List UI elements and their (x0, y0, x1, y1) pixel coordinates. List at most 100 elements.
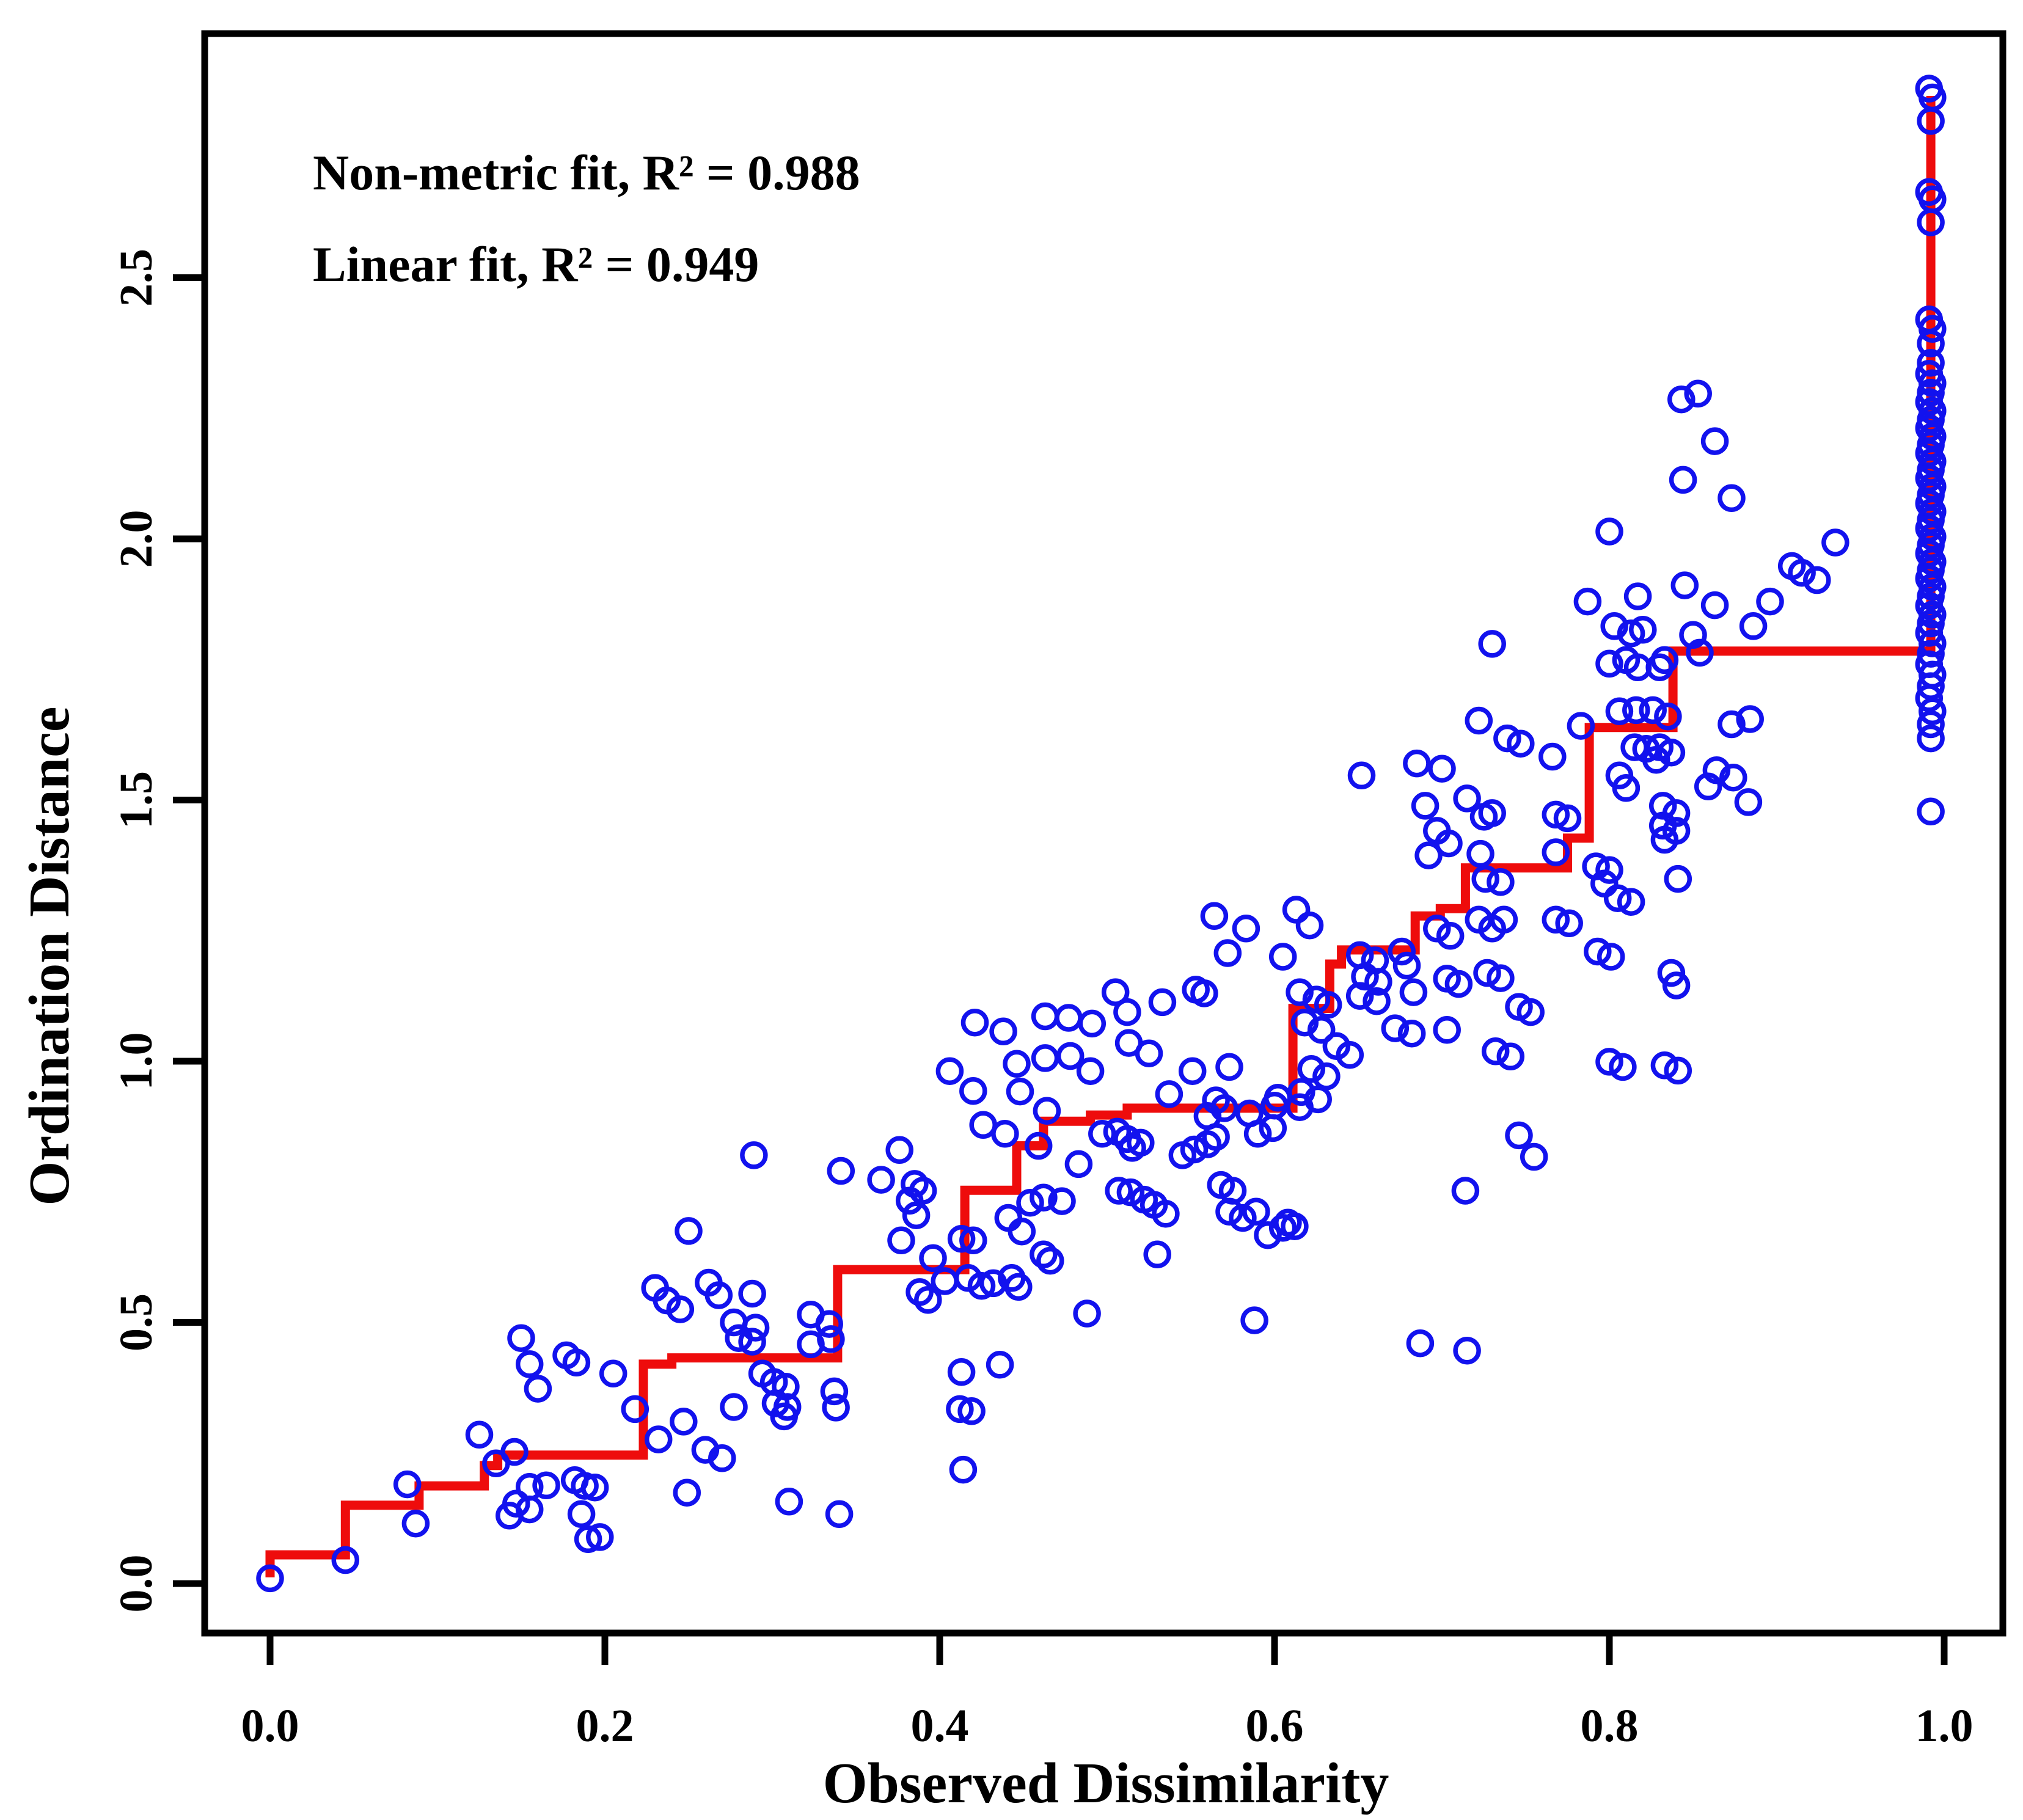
scatter-point (1287, 1078, 1315, 1106)
scatter-point (1650, 825, 1679, 854)
scatter-point (515, 1473, 544, 1501)
scatter-points (256, 75, 1947, 1593)
scatter-point (1662, 971, 1691, 1000)
scatter-point (1202, 1086, 1230, 1114)
scatter-point (1642, 745, 1670, 774)
scatter-point (562, 1348, 591, 1377)
scatter-point (1736, 705, 1764, 733)
scatter-point (1600, 612, 1628, 640)
scatter-point (331, 1546, 360, 1574)
scatter-point (1215, 1053, 1243, 1081)
scatter-point (914, 1285, 942, 1314)
scatter-point (1487, 964, 1515, 992)
scatter-point (1567, 712, 1595, 740)
scatter-point (1650, 1051, 1679, 1080)
scatter-point (1101, 978, 1130, 1006)
scatter-point (1629, 616, 1657, 644)
scatter-point (524, 1375, 552, 1403)
scatter-point (1684, 379, 1712, 408)
y-tick-label: 0.5 (111, 1293, 162, 1351)
scatter-point (1612, 774, 1641, 802)
scatter-point (567, 1500, 596, 1529)
scatter-point (1435, 829, 1463, 858)
scatter-point (1240, 1306, 1268, 1334)
x-tick-label: 0.4 (911, 1700, 969, 1752)
scatter-point (1116, 1178, 1145, 1207)
scatter-point (1505, 1121, 1533, 1150)
scatter-point (1036, 1246, 1064, 1275)
scatter-point (1917, 208, 1945, 236)
y-tick-label: 1.0 (111, 1032, 162, 1091)
scatter-point (401, 1509, 430, 1538)
scatter-point (1694, 772, 1722, 801)
scatter-point (1919, 315, 1947, 343)
scatter-point (1639, 696, 1667, 725)
scatter-point (1617, 888, 1645, 916)
scatter-point (720, 1308, 748, 1337)
x-tick-label: 0.6 (1246, 1700, 1304, 1752)
scatter-point (1679, 621, 1707, 649)
scatter-point (1609, 1053, 1637, 1081)
scatter-point (1654, 702, 1682, 731)
scatter-point (500, 1438, 529, 1466)
scatter-point (1542, 838, 1570, 866)
scatter-point (515, 1350, 544, 1378)
scatter-point (1538, 742, 1567, 771)
scatter-point (1617, 619, 1645, 648)
scatter-point (822, 1394, 850, 1422)
scatter-point (947, 1224, 976, 1253)
scatter-point (994, 1204, 1023, 1232)
scatter-point (991, 1120, 1019, 1148)
scatter-point (1304, 1085, 1332, 1114)
scatter-point (895, 1186, 924, 1215)
scatter-point (989, 1017, 1017, 1046)
scatter-point (1803, 566, 1831, 594)
scatter-point (1584, 937, 1612, 966)
scatter-point (1648, 792, 1677, 820)
scatter-point (770, 1402, 798, 1431)
scatter-point (1048, 1187, 1076, 1215)
scatter-point (1700, 591, 1729, 619)
scatter-point (1286, 978, 1314, 1006)
scatter-point (1148, 988, 1177, 1017)
scatter-point (1064, 1150, 1093, 1179)
scatter-point (905, 1278, 934, 1306)
scatter-point (885, 1136, 913, 1164)
scatter-point (1481, 1037, 1510, 1065)
scatter-point (1031, 1002, 1059, 1031)
scatter-point (1336, 1040, 1364, 1069)
scatter-point (1055, 1004, 1083, 1032)
scatter-point (1595, 1048, 1623, 1076)
y-axis-ticks (173, 274, 205, 1587)
scatter-point (1478, 799, 1506, 827)
scatter-point (1006, 1077, 1034, 1106)
scatter-point (1657, 959, 1686, 987)
scatter-point (720, 1393, 748, 1421)
scatter-point (1364, 968, 1392, 996)
scatter-point (1473, 959, 1501, 987)
scatter-point (1152, 1199, 1180, 1228)
scatter-point (1623, 582, 1652, 610)
scatter-point (574, 1525, 602, 1554)
scatter-point (1030, 1183, 1058, 1212)
scatter-point (820, 1377, 849, 1406)
scatter-point (919, 1244, 947, 1273)
scatter-point (1622, 696, 1650, 725)
scatter-point (1478, 915, 1506, 943)
scatter-point (1307, 1015, 1336, 1044)
scatter-point (1105, 1177, 1133, 1205)
scatter-point (1573, 587, 1602, 616)
scatter-point (1411, 792, 1440, 820)
scatter-point (1268, 943, 1297, 971)
scatter-point (1686, 638, 1714, 667)
scatter-point (708, 1444, 736, 1472)
scatter-point (1917, 349, 1945, 377)
y-tick-label: 1.5 (111, 771, 162, 829)
scatter-point (256, 1564, 284, 1593)
scatter-point (1078, 1009, 1107, 1038)
scatter-point (1024, 1131, 1053, 1160)
x-axis-tick-labels: 0.0 0.2 0.4 0.6 0.8 1.0 (241, 1700, 1974, 1752)
scatter-point (1143, 1240, 1171, 1269)
scatter-point (1553, 804, 1582, 833)
scatter-point (1465, 706, 1493, 735)
